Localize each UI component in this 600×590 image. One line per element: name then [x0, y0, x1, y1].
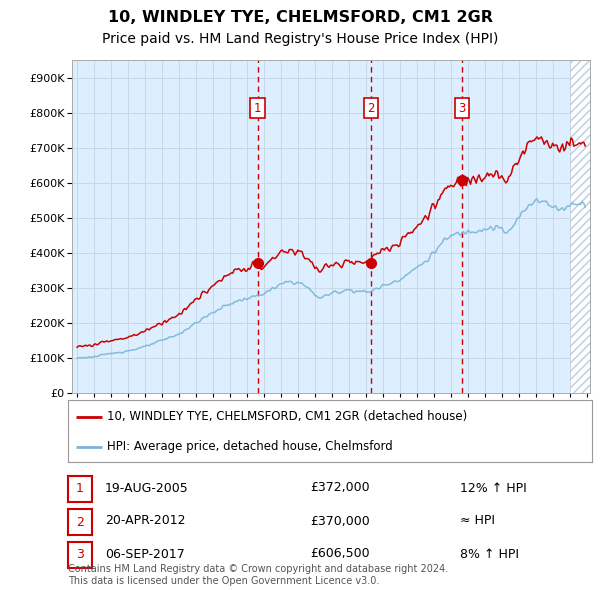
Text: 10, WINDLEY TYE, CHELMSFORD, CM1 2GR (detached house): 10, WINDLEY TYE, CHELMSFORD, CM1 2GR (de… [107, 410, 467, 423]
Text: This data is licensed under the Open Government Licence v3.0.: This data is licensed under the Open Gov… [68, 576, 379, 586]
Text: Price paid vs. HM Land Registry's House Price Index (HPI): Price paid vs. HM Land Registry's House … [102, 32, 498, 46]
Text: Contains HM Land Registry data © Crown copyright and database right 2024.: Contains HM Land Registry data © Crown c… [68, 564, 448, 574]
Text: HPI: Average price, detached house, Chelmsford: HPI: Average price, detached house, Chel… [107, 440, 393, 453]
Text: 2: 2 [76, 516, 84, 529]
Text: 3: 3 [458, 102, 466, 115]
Text: 20-APR-2012: 20-APR-2012 [105, 514, 185, 527]
Bar [569, 60, 590, 393]
Text: £370,000: £370,000 [310, 514, 370, 527]
Text: 19-AUG-2005: 19-AUG-2005 [105, 481, 189, 494]
Text: ≈ HPI: ≈ HPI [460, 514, 495, 527]
Text: 3: 3 [76, 549, 84, 562]
Text: 8% ↑ HPI: 8% ↑ HPI [460, 548, 519, 560]
Text: £372,000: £372,000 [310, 481, 370, 494]
Text: £606,500: £606,500 [310, 548, 370, 560]
Text: 10, WINDLEY TYE, CHELMSFORD, CM1 2GR: 10, WINDLEY TYE, CHELMSFORD, CM1 2GR [107, 10, 493, 25]
Text: 1: 1 [76, 483, 84, 496]
Text: 06-SEP-2017: 06-SEP-2017 [105, 548, 185, 560]
Text: 12% ↑ HPI: 12% ↑ HPI [460, 481, 527, 494]
Text: 2: 2 [367, 102, 375, 115]
Text: 1: 1 [254, 102, 262, 115]
